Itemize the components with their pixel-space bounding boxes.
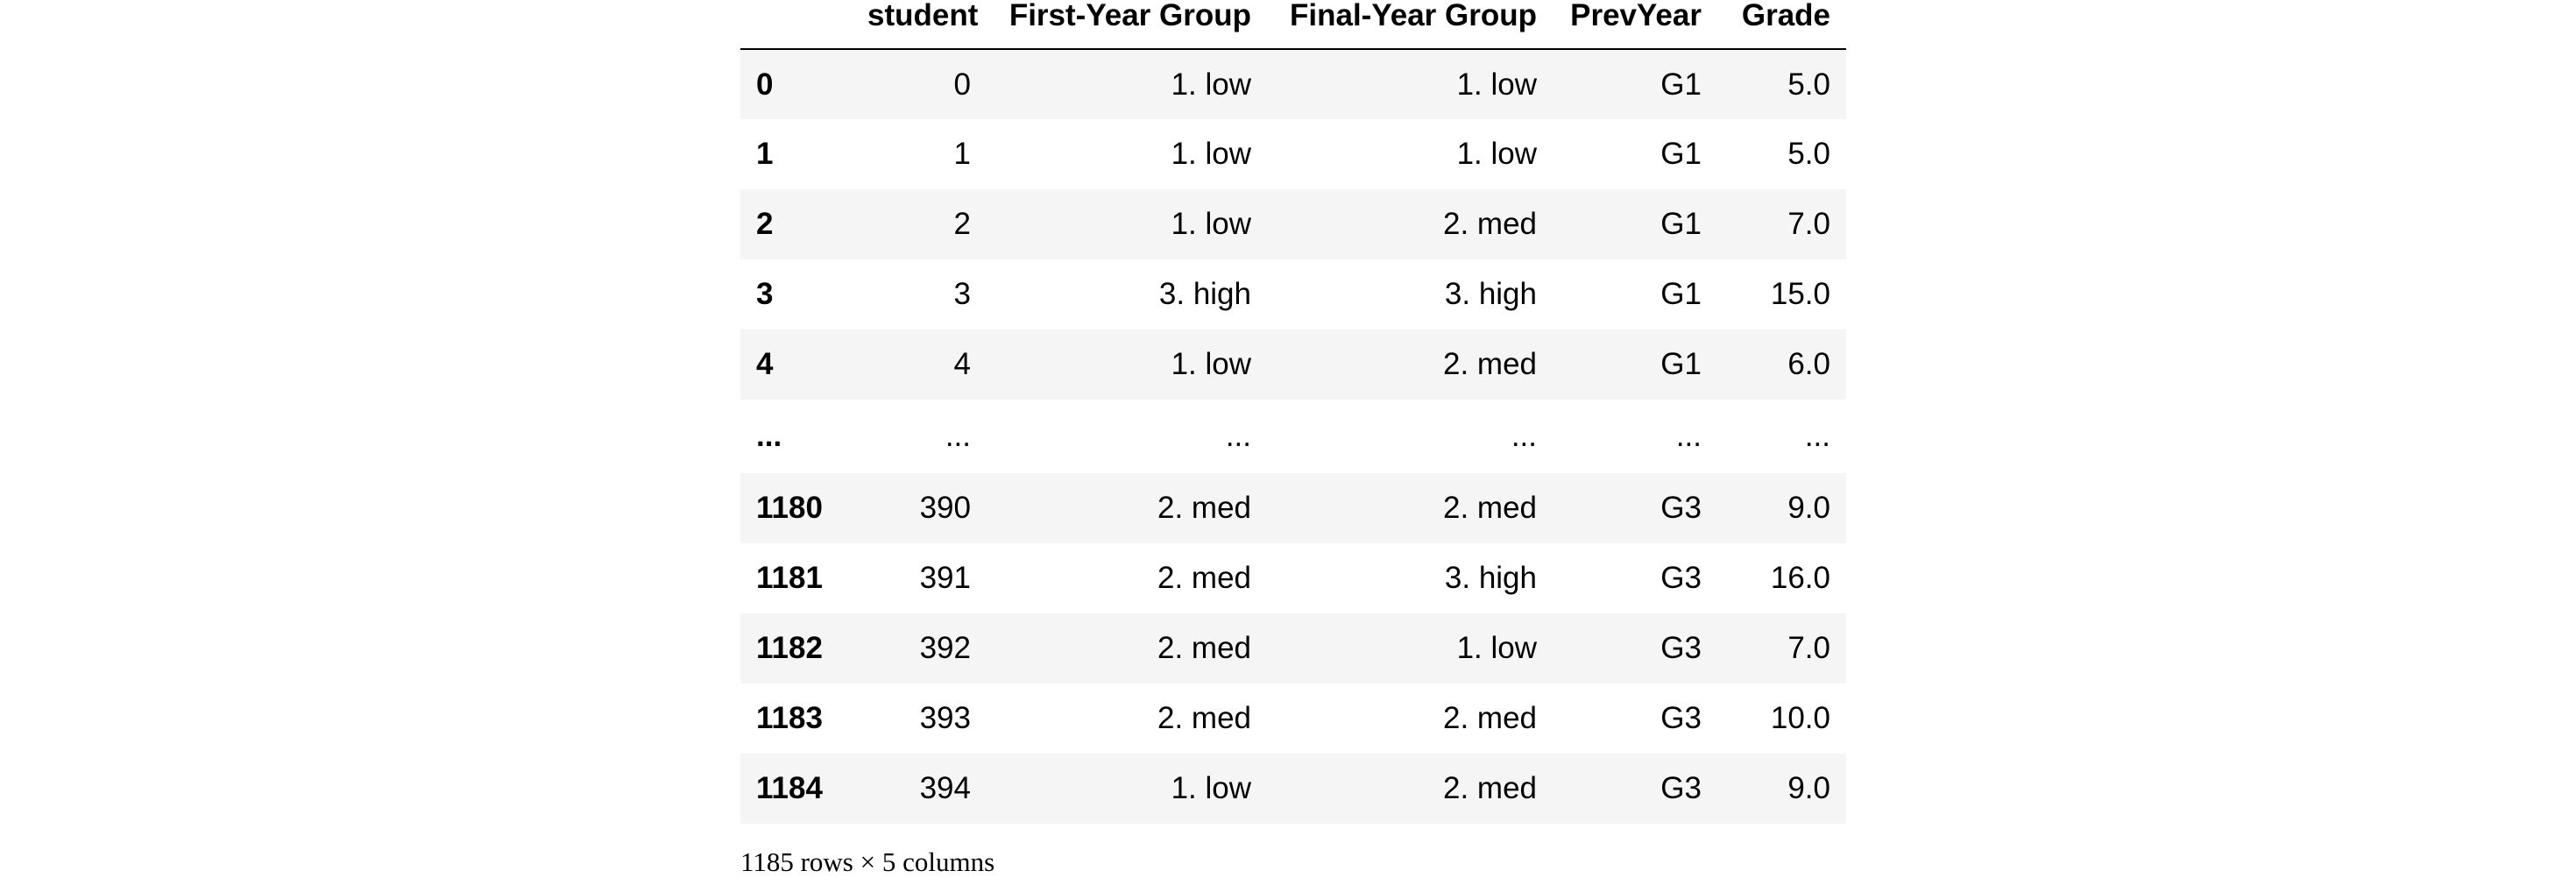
cell-student: 392 [919,631,971,665]
row-index: 1183 [756,701,823,735]
cell-first-year-group: 2. med [1157,491,1251,525]
cell-student: 2 [953,207,971,241]
table-row: 1182 392 2. med 1. low G3 7.0 [740,613,1846,683]
cell-prev-year: G1 [1660,347,1702,381]
table-row: 1180 390 2. med 2. med G3 9.0 [740,473,1846,543]
table-header: student First-Year Group Final-Year Grou… [740,0,1846,50]
row-index: 4 [756,347,774,381]
row-index: 2 [756,207,774,241]
cell-prev-year: G3 [1660,631,1702,665]
dataframe-table: student First-Year Group Final-Year Grou… [740,0,1846,824]
cell-first-year-group: 2. med [1157,701,1251,735]
header-index [740,0,852,50]
cell-final-year-group: 2. med [1443,771,1537,805]
cell-final-year-group: 1. low [1456,67,1537,102]
header-row: student First-Year Group Final-Year Grou… [740,0,1846,50]
cell-student: 3 [953,277,971,311]
cell-first-year-group: 3. high [1158,277,1251,311]
cell-prev-year: G1 [1660,67,1702,102]
table-row: 3 3 3. high 3. high G1 15.0 [740,259,1846,329]
cell-first-year-group: 1. low [1171,137,1251,171]
cell-final-year-group: 1. low [1456,631,1537,665]
cell-student: 390 [919,491,971,525]
table-row: 2 2 1. low 2. med G1 7.0 [740,189,1846,259]
cell-prev-year: G3 [1660,771,1702,805]
cell-first-year-group: 2. med [1157,631,1251,665]
header-first-year-group: First-Year Group [987,0,1267,50]
cell-prev-year: G1 [1660,137,1702,171]
cell-student: 1 [953,137,971,171]
cell-final-year-group: 3. high [1444,277,1537,311]
cell-first-year-group: 1. low [1171,67,1251,102]
cell-prev-year: G1 [1660,207,1702,241]
row-index: 1 [756,137,774,171]
dataframe-shape-note: 1185 rows × 5 columns [740,846,995,877]
row-index: 1184 [756,771,823,805]
cell-student: 393 [919,701,971,735]
table-row: 1184 394 1. low 2. med G3 9.0 [740,754,1846,824]
cell-prev-year: ... [1675,419,1702,453]
cell-grade: 7.0 [1787,207,1830,241]
header-prev-year: PrevYear [1553,0,1717,50]
row-index: 0 [756,67,774,102]
cell-grade: 9.0 [1787,771,1830,805]
cell-first-year-group: 1. low [1171,771,1251,805]
ellipsis-row: ... ... ... ... ... ... [740,400,1846,473]
cell-student: 0 [953,67,971,102]
cell-final-year-group: 3. high [1444,561,1537,595]
table-row: 1 1 1. low 1. low G1 5.0 [740,119,1846,189]
table-row: 0 0 1. low 1. low G1 5.0 [740,49,1846,119]
table-row: 4 4 1. low 2. med G1 6.0 [740,329,1846,400]
cell-prev-year: G3 [1660,491,1702,525]
cell-prev-year: G3 [1660,701,1702,735]
row-index: 1181 [756,561,823,595]
row-index: 1180 [756,491,823,525]
header-final-year-group: Final-Year Group [1267,0,1553,50]
row-index: 1182 [756,631,823,665]
row-index: ... [756,419,782,453]
cell-first-year-group: 1. low [1171,347,1251,381]
cell-first-year-group: ... [1225,419,1251,453]
cell-grade: 10.0 [1770,701,1830,735]
cell-first-year-group: 2. med [1157,561,1251,595]
row-index: 3 [756,277,774,311]
cell-student: 391 [919,561,971,595]
cell-grade: 7.0 [1787,631,1830,665]
cell-student: 4 [953,347,971,381]
cell-grade: ... [1804,419,1830,453]
cell-grade: 5.0 [1787,137,1830,171]
cell-prev-year: G1 [1660,277,1702,311]
cell-final-year-group: 2. med [1443,347,1537,381]
cell-grade: 15.0 [1770,277,1830,311]
cell-first-year-group: 1. low [1171,207,1251,241]
table-body: 0 0 1. low 1. low G1 5.0 1 1 1. low 1. l… [740,49,1846,824]
header-grade: Grade [1717,0,1846,50]
table-row: 1181 391 2. med 3. high G3 16.0 [740,543,1846,613]
cell-student: ... [945,419,971,453]
cell-final-year-group: 2. med [1443,207,1537,241]
cell-final-year-group: 1. low [1456,137,1537,171]
cell-grade: 5.0 [1787,67,1830,102]
table-row: 1183 393 2. med 2. med G3 10.0 [740,683,1846,754]
dataframe-output: student First-Year Group Final-Year Grou… [740,0,1846,824]
cell-student: 394 [919,771,971,805]
cell-grade: 6.0 [1787,347,1830,381]
cell-final-year-group: ... [1511,419,1537,453]
cell-grade: 16.0 [1770,561,1830,595]
cell-grade: 9.0 [1787,491,1830,525]
cell-final-year-group: 2. med [1443,701,1537,735]
header-student: student [852,0,987,50]
cell-prev-year: G3 [1660,561,1702,595]
cell-final-year-group: 2. med [1443,491,1537,525]
